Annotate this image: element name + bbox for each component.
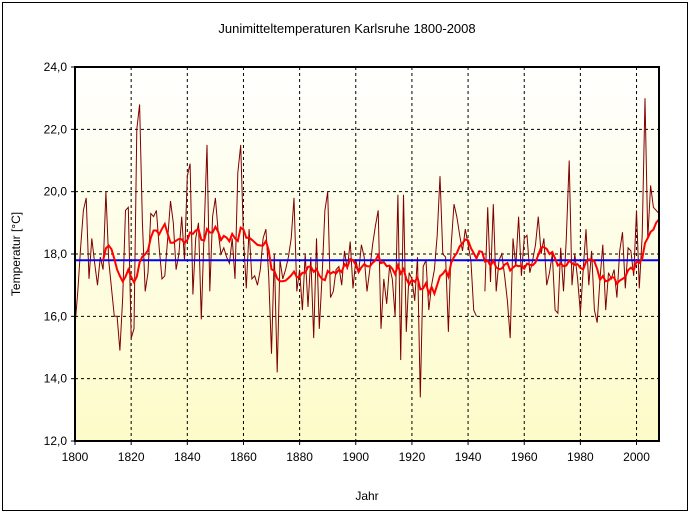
- x-tick-label: 1880: [286, 450, 313, 464]
- y-axis-label: Temperatur [°C]: [9, 212, 23, 296]
- x-tick-label: 1840: [174, 450, 201, 464]
- x-tick-label: 1980: [567, 450, 594, 464]
- x-axis-ticks: 1800 1820 1840 1860 1880 1900 1920 1940 1960 1980…: [62, 441, 650, 464]
- annual-temperature-line: [74, 98, 660, 398]
- x-axis-label: Jahr: [355, 489, 378, 503]
- plot-border: [74, 66, 660, 442]
- series-layer: [74, 98, 660, 398]
- x-tick-label: 1820: [118, 450, 145, 464]
- x-tick-label: 1960: [511, 450, 538, 464]
- x-tick-label: 2000: [623, 450, 650, 464]
- moving-average-line: [102, 218, 660, 297]
- x-tick-label: 1900: [342, 450, 369, 464]
- y-tick-label: 14,0: [44, 372, 68, 386]
- x-tick-label: 1920: [399, 450, 426, 464]
- y-tick-label: 24,0: [44, 60, 68, 74]
- y-tick-label: 16,0: [44, 309, 68, 323]
- y-tick-label: 18,0: [44, 247, 68, 261]
- x-tick-label: 1800: [62, 450, 89, 464]
- x-tick-label: 1940: [455, 450, 482, 464]
- y-tick-label: 22,0: [44, 122, 68, 136]
- y-tick-label: 12,0: [44, 434, 68, 448]
- y-tick-label: 20,0: [44, 185, 68, 199]
- x-tick-label: 1860: [230, 450, 257, 464]
- chart-title: Junimitteltemperaturen Karlsruhe 1800-20…: [218, 21, 475, 36]
